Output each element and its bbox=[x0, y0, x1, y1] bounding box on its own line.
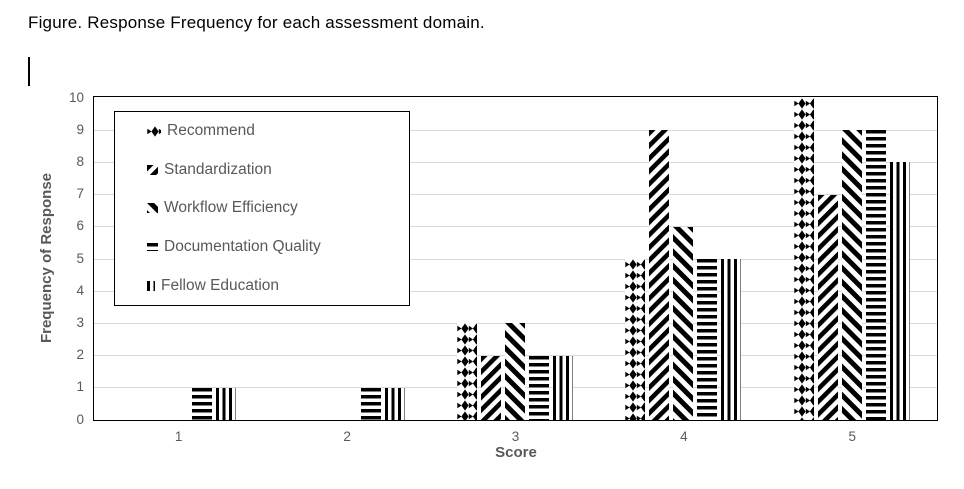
text-cursor[interactable] bbox=[28, 57, 30, 86]
y-tick-label: 6 bbox=[76, 218, 84, 234]
y-tick-label: 1 bbox=[76, 379, 84, 395]
y-tick-label: 10 bbox=[68, 89, 84, 105]
legend-item-workflow-efficiency: Workflow Efficiency bbox=[147, 199, 409, 217]
legend-label: Recommend bbox=[167, 122, 255, 140]
legend-label: Standardization bbox=[164, 160, 272, 178]
bar-documentation-quality-score-3 bbox=[529, 356, 549, 420]
diagonal-up-pattern-swatch-icon bbox=[147, 164, 158, 175]
bar-group-score-1 bbox=[120, 388, 237, 420]
gridline bbox=[94, 258, 937, 260]
bar-workflow-efficiency-score-5 bbox=[841, 130, 862, 420]
x-tick-label: 4 bbox=[680, 429, 688, 444]
gridline bbox=[94, 226, 937, 228]
y-tick-label: 8 bbox=[76, 153, 84, 169]
bar-standardization-score-3 bbox=[481, 356, 501, 420]
bar-documentation-quality-score-1 bbox=[192, 388, 213, 420]
bar-fellow-education-score-3 bbox=[553, 356, 573, 420]
legend-item-documentation-quality: Documentation Quality bbox=[147, 238, 409, 256]
gridline bbox=[94, 290, 937, 292]
bar-workflow-efficiency-score-4 bbox=[673, 227, 694, 420]
bar-fellow-education-score-2 bbox=[384, 388, 405, 420]
x-tick-label: 2 bbox=[343, 429, 351, 444]
y-tick-label: 2 bbox=[76, 347, 84, 363]
y-tick-label: 7 bbox=[76, 186, 84, 202]
legend-label: Fellow Education bbox=[161, 276, 280, 294]
figure-caption: Figure. Response Frequency for each asse… bbox=[28, 13, 485, 32]
x-tick-label: 3 bbox=[511, 429, 520, 444]
legend-item-fellow-education: Fellow Education bbox=[147, 277, 409, 295]
y-tick-label: 0 bbox=[76, 411, 84, 427]
bar-fellow-education-score-5 bbox=[889, 162, 910, 420]
legend-item-standardization: Standardization bbox=[147, 161, 409, 179]
bar-group-score-4 bbox=[625, 130, 742, 420]
bar-recommend-score-4 bbox=[625, 259, 646, 420]
bar-standardization-score-4 bbox=[649, 130, 670, 420]
legend-label: Documentation Quality bbox=[164, 238, 321, 256]
gridline bbox=[94, 161, 937, 163]
bar-group-score-2 bbox=[289, 388, 405, 420]
y-tick-label: 5 bbox=[76, 250, 84, 266]
gridline bbox=[94, 194, 937, 196]
diamond-pattern-swatch-icon bbox=[147, 125, 161, 137]
bar-fellow-education-score-1 bbox=[216, 388, 237, 420]
bar-documentation-quality-score-2 bbox=[360, 388, 381, 420]
vertical-pattern-swatch-icon bbox=[147, 280, 155, 291]
bar-documentation-quality-score-4 bbox=[697, 259, 718, 420]
y-tick-label: 9 bbox=[76, 121, 84, 137]
bar-recommend-score-3 bbox=[457, 323, 477, 420]
bar-workflow-efficiency-score-3 bbox=[505, 323, 525, 420]
horizontal-pattern-swatch-icon bbox=[147, 243, 158, 252]
legend-label: Workflow Efficiency bbox=[164, 199, 298, 217]
x-axis-title: Score bbox=[495, 444, 537, 461]
bar-recommend-score-5 bbox=[793, 98, 814, 420]
gridline bbox=[94, 129, 937, 131]
y-tick-label: 3 bbox=[76, 314, 84, 330]
legend: Recommend Standardization Workflow Efficie… bbox=[114, 111, 410, 306]
bar-standardization-score-5 bbox=[817, 195, 838, 420]
bar-group-score-5 bbox=[793, 98, 910, 420]
x-tick-label: 1 bbox=[174, 429, 183, 444]
diagonal-down-pattern-swatch-icon bbox=[147, 203, 158, 214]
bar-group-score-3 bbox=[457, 323, 573, 420]
bar-fellow-education-score-4 bbox=[721, 259, 742, 420]
bar-documentation-quality-score-5 bbox=[865, 130, 886, 420]
x-tick-label: 5 bbox=[848, 429, 857, 444]
y-tick-label: 4 bbox=[76, 282, 84, 298]
legend-item-recommend: Recommend bbox=[147, 122, 409, 140]
